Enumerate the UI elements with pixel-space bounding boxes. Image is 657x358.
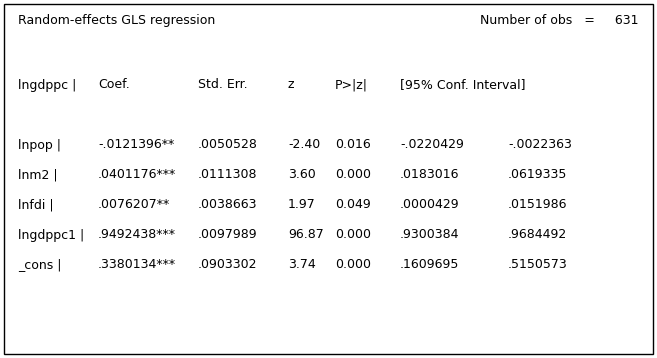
Text: 1.97: 1.97: [288, 198, 316, 212]
Text: 0.000: 0.000: [335, 228, 371, 242]
Text: .0151986: .0151986: [508, 198, 568, 212]
Text: lnpop |: lnpop |: [18, 139, 61, 151]
Text: .5150573: .5150573: [508, 258, 568, 271]
Text: .3380134***: .3380134***: [98, 258, 176, 271]
Text: -2.40: -2.40: [288, 139, 320, 151]
Text: -.0220429: -.0220429: [400, 139, 464, 151]
Text: .0183016: .0183016: [400, 169, 459, 182]
Text: .0111308: .0111308: [198, 169, 258, 182]
Text: Random-effects GLS regression: Random-effects GLS regression: [18, 14, 215, 27]
Text: .0038663: .0038663: [198, 198, 258, 212]
Text: .0401176***: .0401176***: [98, 169, 176, 182]
Text: Number of obs   =     631: Number of obs = 631: [480, 14, 639, 27]
Text: .0903302: .0903302: [198, 258, 258, 271]
Text: lnfdi |: lnfdi |: [18, 198, 54, 212]
Text: 96.87: 96.87: [288, 228, 324, 242]
Text: .9300384: .9300384: [400, 228, 459, 242]
Text: z: z: [288, 78, 294, 92]
Text: .0097989: .0097989: [198, 228, 258, 242]
Text: 0.000: 0.000: [335, 258, 371, 271]
Text: Coef.: Coef.: [98, 78, 129, 92]
Text: 3.60: 3.60: [288, 169, 316, 182]
Text: 0.049: 0.049: [335, 198, 371, 212]
Text: Std. Err.: Std. Err.: [198, 78, 248, 92]
Text: .1609695: .1609695: [400, 258, 459, 271]
Text: .9684492: .9684492: [508, 228, 567, 242]
Text: lnm2 |: lnm2 |: [18, 169, 58, 182]
Text: .0076207**: .0076207**: [98, 198, 170, 212]
Text: P>|z|: P>|z|: [335, 78, 368, 92]
Text: .0000429: .0000429: [400, 198, 460, 212]
Text: -.0022363: -.0022363: [508, 139, 572, 151]
Text: 0.000: 0.000: [335, 169, 371, 182]
Text: 3.74: 3.74: [288, 258, 316, 271]
Text: 0.016: 0.016: [335, 139, 371, 151]
Text: .0050528: .0050528: [198, 139, 258, 151]
Text: _cons |: _cons |: [18, 258, 62, 271]
Text: .9492438***: .9492438***: [98, 228, 176, 242]
Text: [95% Conf. Interval]: [95% Conf. Interval]: [400, 78, 526, 92]
Text: lngdppc1 |: lngdppc1 |: [18, 228, 84, 242]
Text: .0619335: .0619335: [508, 169, 568, 182]
Text: lngdppc |: lngdppc |: [18, 78, 76, 92]
Text: -.0121396**: -.0121396**: [98, 139, 174, 151]
